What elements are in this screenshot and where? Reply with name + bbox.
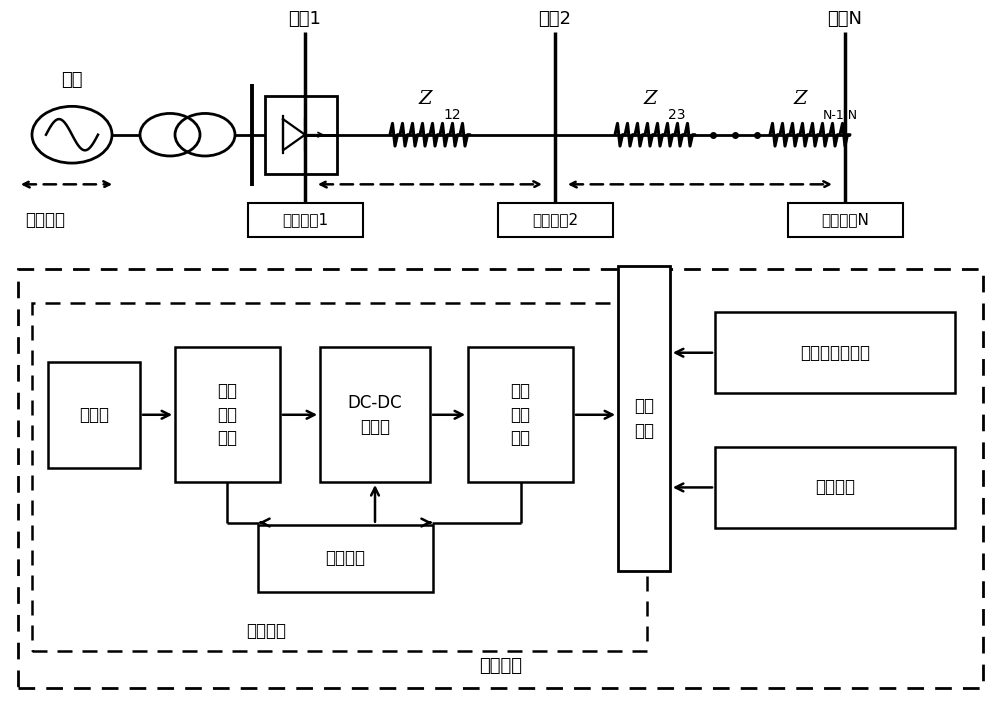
- Bar: [248, 203, 362, 237]
- Bar: [258, 525, 433, 592]
- Bar: [265, 96, 337, 174]
- Text: 23: 23: [668, 108, 686, 122]
- Text: 母线2: 母线2: [538, 11, 572, 28]
- Text: N-1,N: N-1,N: [822, 109, 858, 122]
- Text: 主网: 主网: [61, 71, 83, 89]
- Text: 能量单元N: 能量单元N: [821, 212, 869, 228]
- Bar: [498, 203, 612, 237]
- Text: 12: 12: [443, 108, 461, 122]
- Text: 能量单元: 能量单元: [479, 657, 522, 675]
- Text: 直流
测量
元件: 直流 测量 元件: [511, 382, 531, 447]
- Text: DC-DC
换流器: DC-DC 换流器: [348, 394, 402, 435]
- Bar: [788, 203, 902, 237]
- Text: 蓄电池: 蓄电池: [79, 406, 109, 424]
- Bar: [48, 362, 140, 468]
- Text: 信息交换: 信息交换: [25, 211, 65, 229]
- Bar: [320, 347, 430, 482]
- Text: 分布式发电单元: 分布式发电单元: [800, 344, 870, 362]
- Text: 控制系统: 控制系统: [326, 549, 366, 567]
- Text: 母线N: 母线N: [828, 11, 862, 28]
- Text: 储能单元: 储能单元: [246, 622, 286, 640]
- Text: 直流
测量
元件: 直流 测量 元件: [217, 382, 238, 447]
- Bar: [468, 347, 573, 482]
- Bar: [715, 312, 955, 393]
- Text: 负荷单元: 负荷单元: [815, 479, 855, 496]
- Text: 能量单剹1: 能量单剹1: [282, 212, 328, 228]
- Text: Z: Z: [643, 90, 657, 108]
- Bar: [715, 447, 955, 528]
- Text: 能量单剹2: 能量单剹2: [532, 212, 578, 228]
- Bar: [32, 303, 647, 651]
- Text: Z: Z: [418, 90, 432, 108]
- Bar: [618, 266, 670, 571]
- Bar: [175, 347, 280, 482]
- Text: 直流
母线: 直流 母线: [634, 397, 654, 440]
- Text: Z: Z: [793, 90, 807, 108]
- Text: 母线1: 母线1: [289, 11, 321, 28]
- Bar: [18, 269, 983, 688]
